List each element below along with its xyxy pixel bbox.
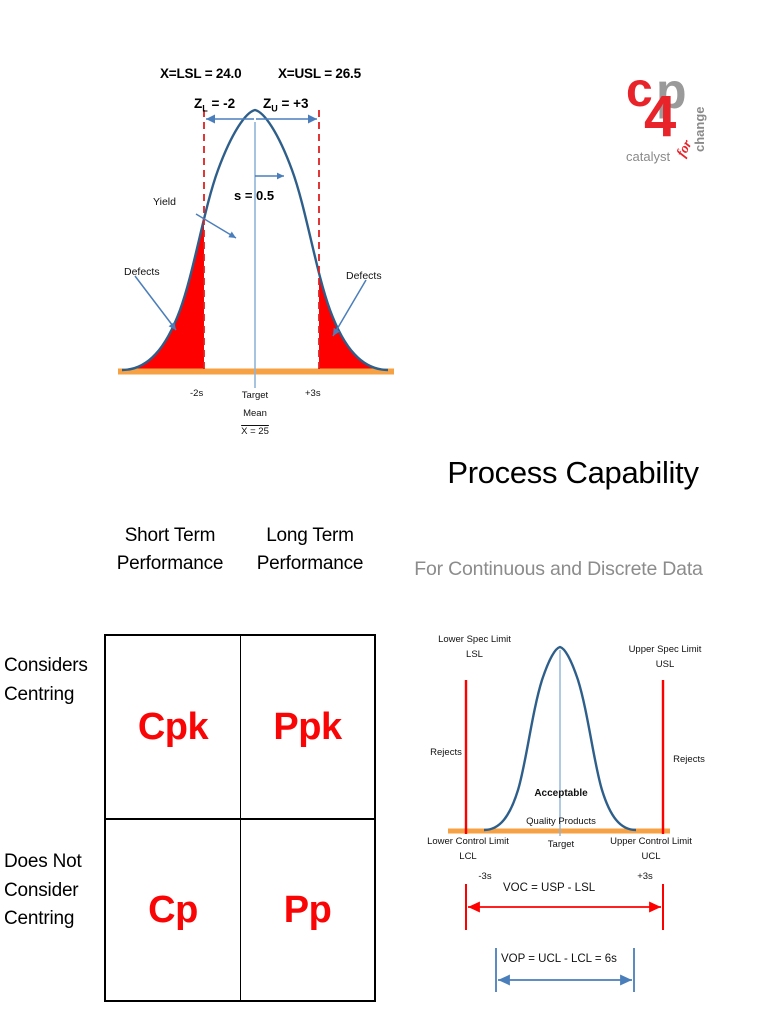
yield-label: Yield bbox=[153, 196, 176, 208]
matrix-cell-cpk: Cpk bbox=[137, 705, 209, 748]
logo-svg: c p 4 catalyst for change bbox=[626, 63, 707, 164]
z-upper-label: ZU = +3 bbox=[263, 96, 309, 114]
usl-abbrev-label: USL bbox=[655, 659, 675, 670]
row-header-does-not-consider-centring: Does Not Consider Centring bbox=[4, 851, 82, 929]
lsl-abbrev-label: LSL bbox=[466, 649, 483, 660]
defects-fill-left bbox=[122, 219, 204, 370]
matrix-cell-cp: Cp bbox=[106, 818, 240, 1000]
upper-control-limit-label: Upper Control Limit bbox=[610, 836, 692, 847]
column-header-long-term: Long Term Performance bbox=[256, 525, 364, 574]
mean-label: Mean bbox=[243, 408, 267, 419]
br-bell-curve bbox=[483, 645, 637, 832]
logo-tagline-catalyst: catalyst bbox=[626, 149, 670, 164]
z-lower-label: ZL = -2 bbox=[194, 96, 235, 114]
spec-vs-control-limits-diagram: Lower Spec Limit LSL Upper Spec Limit US… bbox=[418, 630, 758, 1020]
tick-label-minus-2s: -2s bbox=[190, 388, 204, 399]
yield-arrow bbox=[195, 213, 237, 239]
ucl-abbrev-label: UCL bbox=[641, 851, 661, 862]
upper-spec-limit-label: Upper Spec Limit bbox=[628, 644, 702, 655]
tick-label-plus-3s: +3s bbox=[305, 388, 321, 399]
z-upper-symbol: Z bbox=[263, 96, 272, 111]
z-lower-value: = -2 bbox=[207, 96, 236, 111]
vop-equation-label: VOP = UCL - LCL = 6s bbox=[501, 953, 617, 965]
defects-arrow-right bbox=[332, 279, 367, 337]
plus-3s-label: +3s bbox=[637, 871, 653, 882]
sigma-label: s = 0.5 bbox=[234, 188, 275, 203]
bell-curve bbox=[121, 108, 389, 372]
logo-tagline-change: change bbox=[692, 106, 707, 152]
matrix-cell-ppk: Ppk bbox=[240, 636, 374, 818]
brand-logo: c p 4 catalyst for change bbox=[618, 56, 728, 168]
defects-arrow-left bbox=[134, 275, 177, 331]
matrix-cell-pp: Pp bbox=[240, 818, 374, 1000]
lsl-spec-label: X=LSL = 24.0 bbox=[160, 66, 242, 81]
defects-label-right: Defects bbox=[346, 270, 382, 282]
lcl-abbrev-label: LCL bbox=[459, 851, 477, 862]
normal-curve-svg bbox=[118, 108, 394, 388]
defects-label-left: Defects bbox=[124, 266, 160, 278]
usl-spec-label: X=USL = 26.5 bbox=[278, 66, 361, 81]
z-lower-subscript: L bbox=[202, 103, 208, 114]
minus-3s-label: -3s bbox=[478, 871, 492, 882]
acceptable-label: Acceptable bbox=[534, 788, 588, 799]
z-lower-symbol: Z bbox=[194, 96, 203, 111]
lower-control-limit-label: Lower Control Limit bbox=[427, 836, 509, 847]
column-header-short-term: Short Term Performance bbox=[116, 525, 224, 574]
page-title: Process Capability bbox=[447, 455, 699, 490]
z-upper-value: = +3 bbox=[277, 96, 309, 111]
spec-control-svg bbox=[448, 645, 670, 992]
page-subtitle: For Continuous and Discrete Data bbox=[414, 558, 703, 580]
logo-digit-4: 4 bbox=[644, 84, 676, 149]
row-header-considers-centring: Considers Centring bbox=[4, 655, 88, 705]
quality-products-label: Quality Products bbox=[526, 816, 596, 827]
logo-tagline-for: for bbox=[674, 137, 696, 160]
mean-value-label: X = 25 bbox=[241, 426, 269, 437]
target-label: Target bbox=[241, 390, 269, 401]
capability-matrix: Cpk Ppk Cp Pp bbox=[104, 634, 376, 1002]
normal-curve-diagram: X=LSL = 24.0 X=USL = 26.5 ZL = -2 ZU = +… bbox=[108, 48, 408, 437]
rejects-label-right: Rejects bbox=[673, 754, 705, 765]
rejects-label-left: Rejects bbox=[430, 747, 462, 758]
voc-equation-label: VOC = USP - LSL bbox=[503, 882, 596, 894]
lower-spec-limit-label: Lower Spec Limit bbox=[438, 634, 511, 645]
defects-fill-right bbox=[319, 273, 388, 370]
logo-letter-p: p bbox=[656, 63, 687, 119]
z-upper-subscript: U bbox=[271, 103, 278, 114]
logo-letter-c: c bbox=[626, 64, 653, 117]
br-target-label: Target bbox=[547, 839, 575, 850]
